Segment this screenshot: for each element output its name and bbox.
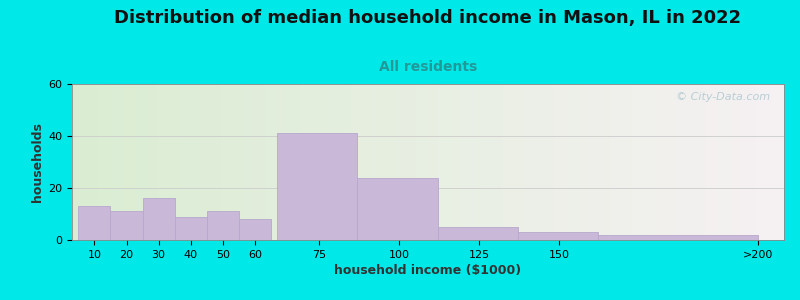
X-axis label: household income ($1000): household income ($1000) — [334, 264, 522, 277]
Bar — [278, 134, 358, 240]
Bar — [518, 232, 598, 240]
Bar — [142, 198, 174, 240]
Bar — [206, 212, 238, 240]
Text: Distribution of median household income in Mason, IL in 2022: Distribution of median household income … — [114, 9, 742, 27]
Bar — [238, 219, 271, 240]
Text: All residents: All residents — [379, 60, 477, 74]
Bar — [358, 178, 438, 240]
Bar — [598, 235, 758, 240]
Text: © City-Data.com: © City-Data.com — [676, 92, 770, 102]
Bar — [174, 217, 206, 240]
Bar — [438, 227, 518, 240]
Bar — [78, 206, 110, 240]
Bar — [110, 212, 142, 240]
Y-axis label: households: households — [31, 122, 44, 202]
